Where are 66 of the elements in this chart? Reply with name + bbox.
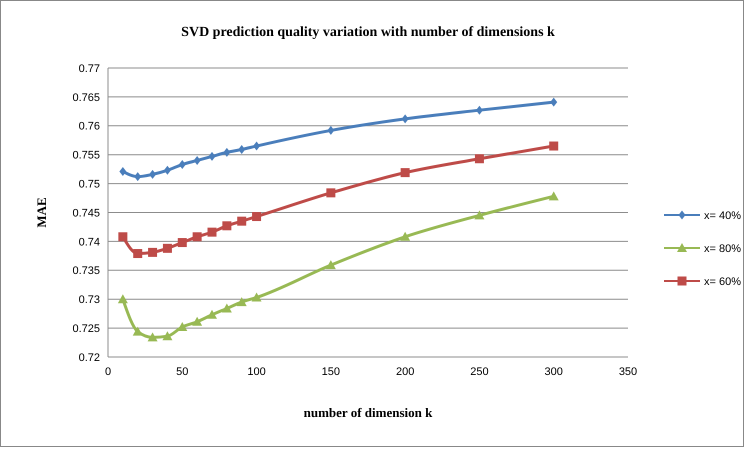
point (149, 170, 156, 179)
point (207, 310, 217, 319)
point (474, 154, 484, 164)
point (133, 249, 142, 258)
x-axis-title: number of dimension k (304, 405, 434, 420)
legend-label: x= 80% (704, 242, 742, 255)
point (236, 297, 247, 306)
point (148, 332, 158, 342)
point (400, 168, 410, 178)
legend-label: x= 60% (704, 276, 742, 288)
point (238, 145, 246, 154)
y-tick-label: 0.72 (78, 352, 100, 364)
point (177, 322, 188, 331)
point (178, 160, 186, 170)
point (192, 232, 202, 242)
y-tick-label: 0.74 (78, 236, 100, 248)
point (237, 216, 246, 226)
point (162, 331, 172, 340)
point (118, 232, 128, 242)
y-tick-label: 0.77 (78, 62, 100, 75)
point (326, 260, 336, 270)
point (132, 326, 143, 336)
point (222, 303, 232, 312)
point (208, 152, 216, 161)
point (253, 142, 260, 151)
point (252, 212, 262, 222)
point (134, 172, 142, 182)
x-tick-label: 250 (470, 366, 489, 378)
y-tick-label: 0.755 (72, 150, 100, 162)
point (550, 98, 558, 107)
point (326, 188, 336, 198)
point (549, 142, 558, 151)
y-tick-label: 0.76 (78, 120, 100, 133)
point (223, 148, 230, 157)
y-tick-label: 0.725 (72, 322, 100, 335)
point (162, 244, 172, 253)
x-tick-label: 50 (176, 366, 188, 378)
y-tick-label: 0.735 (72, 265, 100, 278)
x-tick-label: 150 (322, 366, 340, 378)
x-tick-label: 350 (618, 366, 638, 378)
y-tick-label: 0.75 (78, 178, 100, 190)
point (178, 238, 187, 248)
point (222, 221, 232, 230)
y-tick-label: 0.745 (72, 207, 100, 220)
point (118, 294, 128, 304)
point (400, 232, 410, 241)
x-tick-label: 200 (396, 366, 414, 378)
point (164, 166, 171, 175)
point (474, 210, 484, 220)
legend-label: x= 40% (704, 210, 742, 222)
point (402, 114, 409, 124)
point (327, 126, 334, 135)
x-tick-label: 300 (544, 366, 563, 378)
point (208, 228, 216, 237)
point (252, 292, 262, 302)
x-tick-label: 0 (104, 366, 112, 378)
point (194, 156, 201, 165)
point (148, 248, 158, 257)
x-tick-label: 100 (247, 366, 266, 378)
point (119, 166, 126, 176)
chart-title: SVD prediction quality variation with number of dimensions k (181, 25, 556, 40)
point (548, 191, 559, 200)
y-tick-label: 0.765 (72, 92, 100, 104)
y-axis-title: MAE (34, 197, 49, 228)
point (192, 316, 202, 326)
y-tick-label: 0.73 (78, 294, 100, 306)
